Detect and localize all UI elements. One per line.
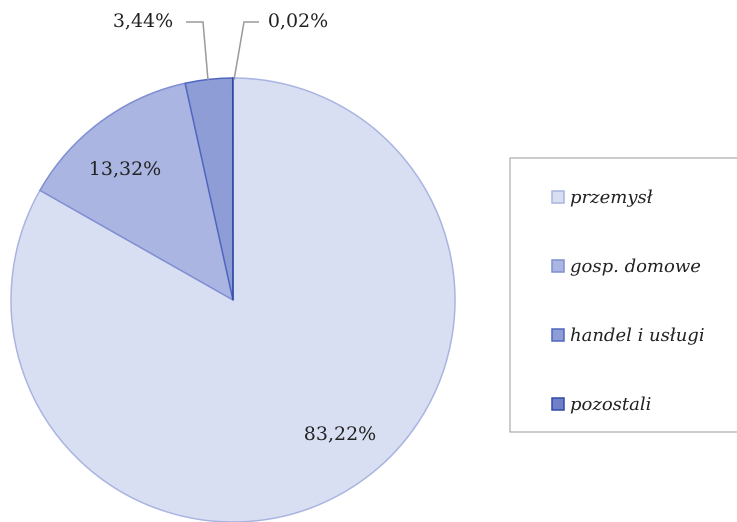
data-label: 13,32% (89, 158, 161, 180)
data-label: 3,44% (113, 10, 173, 32)
legend-label: przemysł (570, 187, 653, 208)
legend-swatch (551, 190, 565, 204)
legend-label: handel i usługi (570, 325, 705, 346)
leader-line (233, 21, 259, 81)
data-label: 83,22% (304, 423, 376, 445)
pie-slice (38, 82, 235, 302)
legend-swatch (551, 397, 565, 411)
legend-swatch (551, 328, 565, 342)
legend-box (509, 157, 737, 433)
legend-label: pozostali (570, 394, 651, 415)
leader-line (186, 21, 209, 81)
legend-swatch (551, 259, 565, 273)
data-label: 0,02% (268, 10, 328, 32)
pie (10, 77, 456, 522)
legend-label: gosp. domowe (570, 256, 701, 277)
